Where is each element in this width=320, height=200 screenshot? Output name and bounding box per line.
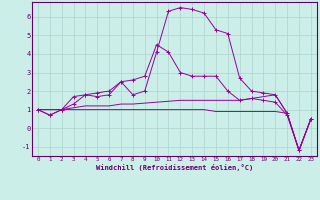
X-axis label: Windchill (Refroidissement éolien,°C): Windchill (Refroidissement éolien,°C) — [96, 164, 253, 171]
